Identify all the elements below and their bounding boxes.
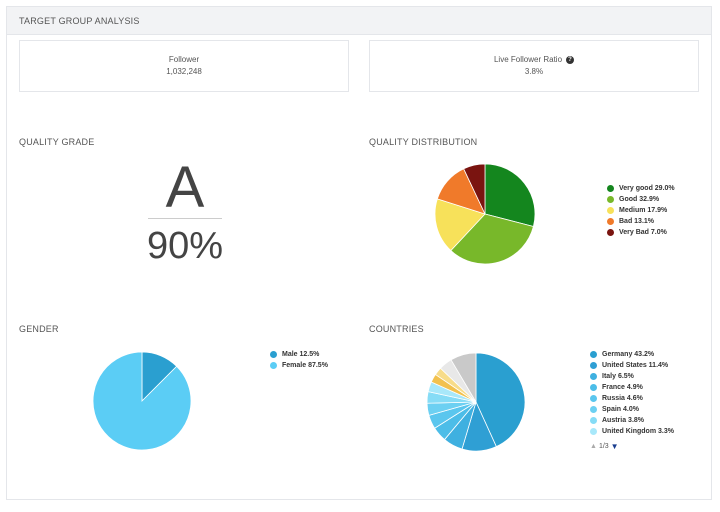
quality-grade-title: QUALITY GRADE	[19, 137, 95, 147]
countries-legend-item-7[interactable]: United Kingdom 3.3%	[590, 426, 674, 437]
countries-legend-label-0: Germany 43.2%	[602, 351, 655, 358]
countries-legend-label-5: Spain 4.0%	[602, 406, 639, 413]
countries-legend-label-7: United Kingdom 3.3%	[602, 428, 674, 435]
pager-up-arrow-icon[interactable]: ▲	[590, 443, 597, 450]
countries-legend-pager: ▲ 1/3 ▼	[590, 442, 619, 451]
quality-distribution-pie	[434, 163, 536, 265]
countries-legend-swatch-1	[590, 362, 597, 369]
quality-legend-label-3: Bad 13.1%	[619, 218, 655, 225]
quality-legend-item-2[interactable]: Medium 17.9%	[607, 205, 675, 216]
countries-legend-swatch-5	[590, 406, 597, 413]
countries-slice-11[interactable]	[450, 352, 477, 404]
countries-legend-item-6[interactable]: Austria 3.8%	[590, 415, 674, 426]
live-follower-ratio-label: Live Follower Ratio ?	[370, 55, 698, 64]
follower-stat-box: Follower 1,032,248	[19, 40, 349, 92]
gender-slice-1[interactable]	[92, 351, 192, 451]
gender-pie	[92, 351, 192, 451]
countries-legend-label-3: France 4.9%	[602, 384, 643, 391]
quality-grade-percent: 90%	[146, 225, 224, 267]
countries-legend-item-4[interactable]: Russia 4.6%	[590, 393, 674, 404]
live-follower-ratio-value: 3.8%	[524, 67, 544, 76]
quality-legend-item-3[interactable]: Bad 13.1%	[607, 216, 675, 227]
countries-title: COUNTRIES	[369, 324, 424, 334]
quality-legend-label-4: Very Bad 7.0%	[619, 229, 667, 236]
live-follower-ratio-box: Live Follower Ratio ? 3.8%	[369, 40, 699, 92]
quality-legend-label-0: Very good 29.0%	[619, 185, 675, 192]
quality-legend-item-0[interactable]: Very good 29.0%	[607, 183, 675, 194]
gender-legend-swatch-1	[270, 362, 277, 369]
quality-legend-label-1: Good 32.9%	[619, 196, 660, 203]
quality-slice-0[interactable]	[484, 163, 536, 228]
quality-legend-item-1[interactable]: Good 32.9%	[607, 194, 675, 205]
quality-distribution-legend: Very good 29.0% Good 32.9% Medium 17.9% Bad…	[607, 183, 675, 238]
gender-legend-label-1: Female 87.5%	[282, 362, 328, 369]
panel-title: TARGET GROUP ANALYSIS	[19, 16, 140, 26]
quality-legend-item-4[interactable]: Very Bad 7.0%	[607, 227, 675, 238]
quality-legend-swatch-0	[607, 185, 614, 192]
grade-divider	[148, 218, 222, 219]
countries-legend-item-5[interactable]: Spain 4.0%	[590, 404, 674, 415]
countries-legend-swatch-0	[590, 351, 597, 358]
follower-label-text: Follower	[168, 55, 200, 64]
gender-legend: Male 12.5% Female 87.5%	[270, 349, 328, 371]
gender-legend-swatch-0	[270, 351, 277, 358]
countries-pie	[426, 352, 526, 452]
quality-legend-swatch-4	[607, 229, 614, 236]
countries-legend: Germany 43.2% United States 11.4% Italy 6.…	[590, 349, 674, 440]
countries-legend-swatch-2	[590, 373, 597, 380]
countries-legend-swatch-6	[590, 417, 597, 424]
follower-label: Follower	[20, 55, 348, 64]
quality-slice-4[interactable]	[463, 163, 486, 215]
countries-legend-item-3[interactable]: France 4.9%	[590, 382, 674, 393]
quality-legend-label-2: Medium 17.9%	[619, 207, 668, 214]
countries-legend-label-4: Russia 4.6%	[602, 395, 643, 402]
quality-legend-swatch-2	[607, 207, 614, 214]
countries-legend-label-6: Austria 3.8%	[602, 417, 645, 424]
countries-legend-swatch-4	[590, 395, 597, 402]
quality-slice-1[interactable]	[450, 213, 534, 265]
quality-slice-2[interactable]	[434, 198, 486, 252]
quality-distribution-title: QUALITY DISTRIBUTION	[369, 137, 478, 147]
quality-grade-letter: A	[165, 155, 205, 220]
pager-down-arrow-icon[interactable]: ▼	[610, 442, 619, 451]
gender-legend-item-0[interactable]: Male 12.5%	[270, 349, 328, 360]
gender-legend-item-1[interactable]: Female 87.5%	[270, 360, 328, 371]
countries-slice-0[interactable]	[475, 352, 526, 448]
follower-value: 1,032,248	[166, 67, 202, 76]
gender-legend-label-0: Male 12.5%	[282, 351, 320, 358]
quality-legend-swatch-1	[607, 196, 614, 203]
countries-legend-label-1: United States 11.4%	[602, 362, 669, 369]
countries-legend-item-1[interactable]: United States 11.4%	[590, 360, 674, 371]
countries-legend-swatch-3	[590, 384, 597, 391]
panel-header: TARGET GROUP ANALYSIS	[7, 7, 711, 35]
pager-label: 1/3	[598, 443, 609, 450]
countries-legend-item-2[interactable]: Italy 6.5%	[590, 371, 674, 382]
live-follower-ratio-label-text: Live Follower Ratio	[493, 55, 563, 64]
countries-legend-label-2: Italy 6.5%	[602, 373, 634, 380]
question-circle-icon[interactable]: ?	[566, 55, 575, 64]
countries-legend-item-0[interactable]: Germany 43.2%	[590, 349, 674, 360]
quality-legend-swatch-3	[607, 218, 614, 225]
countries-legend-swatch-7	[590, 428, 597, 435]
gender-title: GENDER	[19, 324, 59, 334]
